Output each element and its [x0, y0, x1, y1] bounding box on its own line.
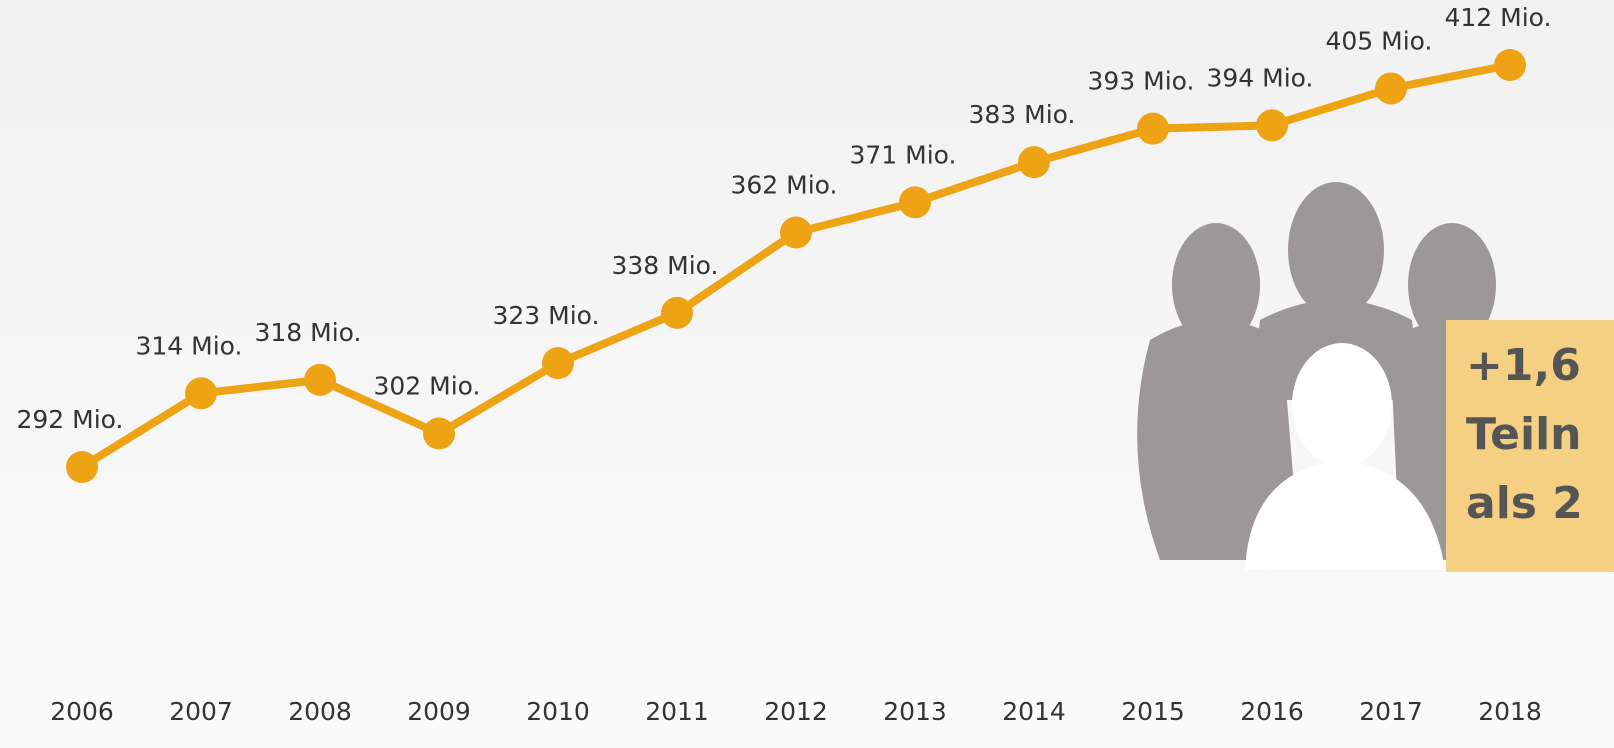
data-label: 383 Mio.: [969, 100, 1076, 129]
x-tick-label: 2013: [883, 697, 947, 726]
data-point: [661, 297, 693, 329]
x-tick-label: 2008: [288, 697, 352, 726]
data-point: [66, 451, 98, 483]
x-tick-label: 2011: [645, 697, 709, 726]
x-tick-label: 2017: [1359, 697, 1423, 726]
data-point: [185, 377, 217, 409]
data-point: [1375, 72, 1407, 104]
data-label: 318 Mio.: [255, 318, 362, 347]
data-label: 302 Mio.: [374, 372, 481, 401]
data-point: [780, 217, 812, 249]
annotation: +1,6 Teiln als 2: [1466, 340, 1583, 529]
x-tick-label: 2009: [407, 697, 471, 726]
x-tick-label: 2006: [50, 697, 114, 726]
data-label: 323 Mio.: [493, 301, 600, 330]
data-label: 371 Mio.: [850, 140, 957, 169]
chart: +1,6 Teiln als 2 292 Mio. 314 Mio. 318 Mio. 3…: [0, 0, 1614, 748]
data-label: 394 Mio.: [1207, 63, 1314, 92]
data-point: [1137, 113, 1169, 145]
data-label: 362 Mio.: [731, 171, 838, 200]
data-point: [1018, 146, 1050, 178]
data-label: 292 Mio.: [17, 405, 124, 434]
page: {"chart_data": {"type": "line", "categor…: [0, 0, 1614, 748]
data-label: 412 Mio.: [1445, 3, 1552, 32]
data-point: [899, 186, 931, 218]
x-tick-label: 2010: [526, 697, 590, 726]
annotation-line: +1,6: [1466, 340, 1581, 391]
data-label: 405 Mio.: [1326, 26, 1433, 55]
x-tick-label: 2012: [764, 697, 828, 726]
data-label: 314 Mio.: [136, 331, 243, 360]
data-point: [304, 364, 336, 396]
data-point: [1256, 109, 1288, 141]
annotation-line: als 2: [1466, 478, 1583, 529]
data-label: 338 Mio.: [612, 251, 719, 280]
data-point: [423, 418, 455, 450]
x-tick-label: 2015: [1121, 697, 1185, 726]
x-tick-label: 2016: [1240, 697, 1304, 726]
data-point: [542, 347, 574, 379]
data-point: [1494, 49, 1526, 81]
x-tick-label: 2014: [1002, 697, 1066, 726]
data-label: 393 Mio.: [1088, 67, 1195, 96]
x-tick-label: 2018: [1478, 697, 1542, 726]
annotation-line: Teiln: [1466, 409, 1582, 460]
x-tick-label: 2007: [169, 697, 233, 726]
